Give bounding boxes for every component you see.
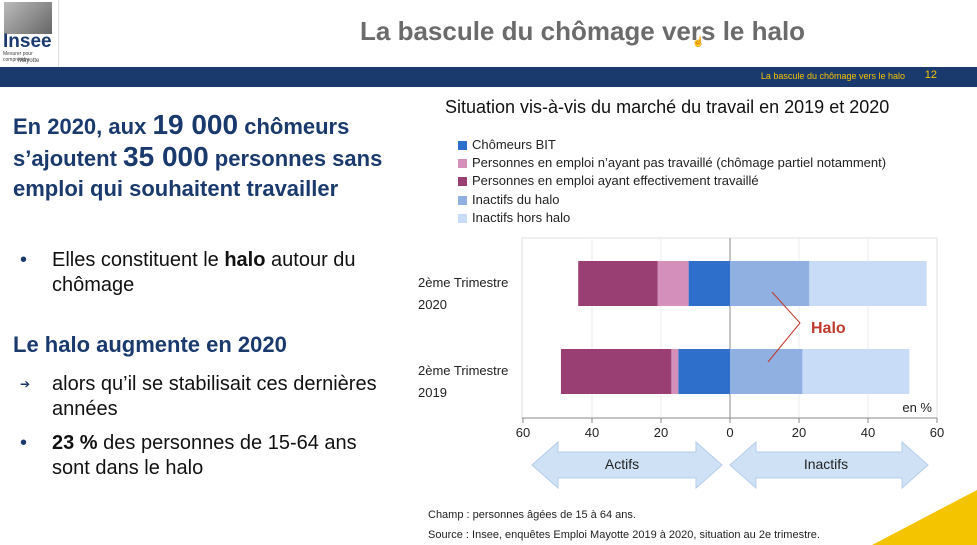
mouse-cursor-icon: ☝ (692, 37, 705, 48)
logo-sub: Mayotte (18, 58, 40, 64)
bar-segment (678, 349, 730, 394)
x-tick-label: 20 (654, 425, 668, 440)
page-number: 12 (924, 69, 937, 81)
category-label-2020: 2ème Trimestre 2020 (418, 275, 509, 312)
halo-pointer (767, 291, 801, 363)
halo-annotation: Halo (811, 320, 846, 337)
inactifs-label: Inactifs (804, 456, 848, 472)
note-champ: Champ : personnes âgées de 15 à 64 ans. (428, 509, 636, 521)
left-text-panel: En 2020, aux 19 000 chômeurs s’ajoutent … (13, 110, 403, 204)
x-tick-label: 40 (861, 425, 875, 440)
x-tick-label: 60 (516, 425, 530, 440)
logo-word: Insee (3, 31, 52, 52)
corner-decoration (872, 490, 977, 545)
insee-logo: Insee Mesurer pour comprendre Mayotte (0, 0, 59, 66)
unit-label: en % (902, 400, 932, 415)
header-band: La bascule du chômage vers le halo 12 (0, 67, 977, 87)
bullet-dot-icon: • (20, 432, 28, 454)
logo-graphic (4, 2, 52, 34)
bar-segment (560, 349, 672, 394)
note-source: Source : Insee, enquêtes Emploi Mayotte … (428, 529, 820, 541)
legend-swatch (458, 159, 467, 168)
actifs-label: Actifs (605, 456, 639, 472)
x-tick-label: 40 (585, 425, 599, 440)
x-tick-label: 20 (792, 425, 806, 440)
x-tick-label: 0 (726, 425, 733, 440)
band-title: La bascule du chômage vers le halo (760, 71, 905, 81)
legend-swatch (458, 141, 467, 150)
slide-title: La bascule du chômage vers le halo (360, 16, 806, 46)
bar-segment (671, 349, 679, 394)
chart-title: Situation vis-à-vis du marché du travail… (445, 97, 890, 117)
bar-segment (657, 261, 689, 306)
bar-segment (578, 261, 658, 306)
bar-segment (802, 349, 910, 394)
main-heading: En 2020, aux 19 000 chômeurs s’ajoutent … (13, 109, 383, 202)
bar-segment (688, 261, 730, 306)
bar-segment (809, 261, 927, 306)
legend-swatch (458, 177, 467, 186)
logo-tagline: Mesurer pour comprendre (3, 51, 33, 63)
bullet-arrow-icon: ➔ (20, 377, 31, 391)
legend-swatch (458, 196, 467, 205)
category-label-2019: 2ème Trimestre 2019 (418, 363, 509, 400)
x-tick-label: 60 (930, 425, 944, 440)
bar-segment (730, 349, 803, 394)
actifs-arrow-icon (531, 440, 723, 490)
inactifs-arrow-icon (729, 440, 929, 490)
halo-heading: Le halo augmente en 2020 (13, 332, 287, 357)
bullet-dot-icon: • (20, 249, 28, 271)
legend-swatch (458, 214, 467, 223)
bar-segment (730, 261, 810, 306)
